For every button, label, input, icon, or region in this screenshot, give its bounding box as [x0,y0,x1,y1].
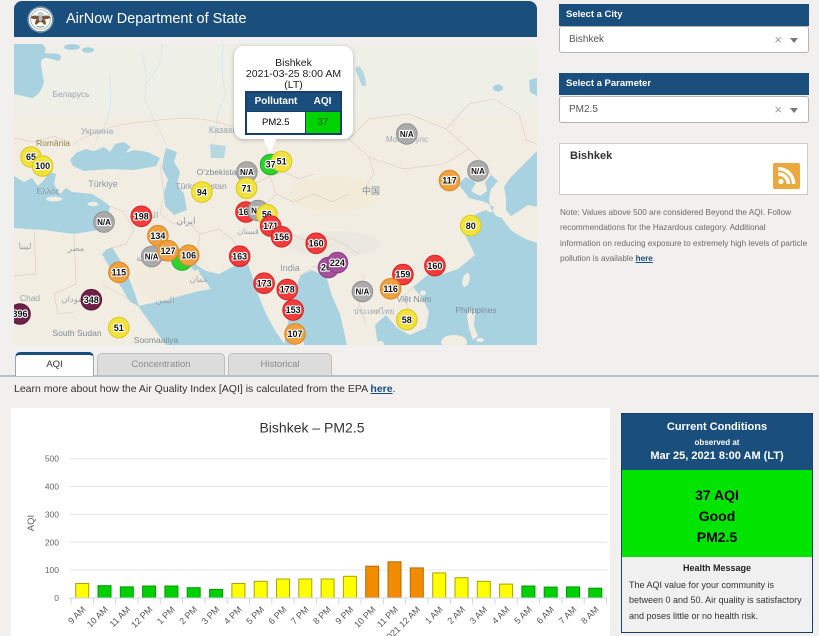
svg-text:N/A: N/A [356,288,370,297]
svg-text:Bishkek – PM2.5: Bishkek – PM2.5 [259,420,364,436]
svg-text:159: 159 [395,270,410,280]
svg-text:Philippines: Philippines [455,305,496,315]
svg-text:51: 51 [277,157,287,167]
svg-text:قستان: قستان [237,227,259,236]
svg-text:12 PM: 12 PM [129,604,154,629]
svg-text:5 PM: 5 PM [244,604,266,626]
svg-text:4 PM: 4 PM [222,604,244,626]
svg-text:8 AM: 8 AM [579,604,601,626]
svg-text:3 PM: 3 PM [200,604,222,626]
svg-text:11 AM: 11 AM [108,604,133,629]
svg-text:4 AM: 4 AM [490,604,512,626]
svg-text:160: 160 [427,261,442,271]
svg-text:163: 163 [232,251,247,261]
svg-text:6 PM: 6 PM [266,604,288,626]
svg-text:N/A: N/A [97,218,111,227]
svg-text:Казахстан: Казахстан [209,125,251,135]
svg-text:Soomaaliya: Soomaaliya [134,335,179,345]
svg-text:3 AM: 3 AM [468,604,490,626]
svg-text:100: 100 [45,565,59,575]
svg-text:ليبيا: ليبيا [19,241,32,251]
svg-text:2 AM: 2 AM [445,604,467,626]
svg-text:N/A: N/A [240,168,254,177]
svg-text:160: 160 [309,239,324,249]
svg-text:中国: 中国 [362,185,380,196]
svg-text:106: 106 [181,250,196,260]
svg-text:115: 115 [112,268,127,278]
svg-text:173: 173 [257,278,272,288]
svg-text:100: 100 [35,161,50,171]
svg-text:ประเทศไทย: ประเทศไทย [354,307,395,316]
svg-text:37: 37 [266,160,276,170]
svg-text:România: România [36,138,70,148]
svg-text:51: 51 [114,323,124,333]
svg-text:348: 348 [84,295,99,305]
svg-text:1 AM: 1 AM [423,604,445,626]
svg-text:300: 300 [45,509,59,519]
svg-text:7 PM: 7 PM [289,604,311,626]
svg-text:224: 224 [330,258,345,268]
svg-text:0: 0 [54,593,59,603]
svg-text:107: 107 [287,329,302,339]
svg-text:153: 153 [286,305,301,315]
svg-text:اليمن: اليمن [156,295,175,306]
svg-text:10 AM: 10 AM [85,604,110,629]
svg-text:2 PM: 2 PM [177,604,199,626]
svg-text:156: 156 [274,232,289,242]
svg-text:عمان: عمان [190,274,209,284]
svg-text:N/A: N/A [471,167,485,176]
svg-text:مصر: مصر [67,243,85,254]
svg-text:O‘zbekistan: O‘zbekistan [197,167,242,177]
svg-text:Беларусь: Беларусь [52,89,90,99]
svg-text:6 AM: 6 AM [535,604,557,626]
svg-text:400: 400 [45,482,59,492]
svg-text:1 PM: 1 PM [155,604,177,626]
svg-text:Việt Nam: Việt Nam [397,294,432,304]
svg-text:Украина: Украина [81,126,114,136]
svg-text:80: 80 [466,221,476,231]
svg-text:Chad: Chad [20,293,41,303]
svg-text:Türkiye: Türkiye [88,179,118,189]
svg-text:500: 500 [45,454,59,464]
svg-text:134: 134 [150,231,165,241]
svg-text:396: 396 [14,309,28,319]
svg-text:السودان: السودان [61,294,90,305]
svg-text:India: India [280,263,300,273]
svg-text:N/A: N/A [400,130,414,139]
svg-text:Ελλάς: Ελλάς [36,186,59,196]
svg-text:178: 178 [280,285,295,295]
svg-text:South Sudan: South Sudan [52,328,101,338]
svg-text:198: 198 [134,212,149,222]
svg-text:5 AM: 5 AM [512,604,534,626]
svg-text:117: 117 [442,176,457,186]
svg-text:58: 58 [402,315,412,325]
svg-text:10 PM: 10 PM [352,604,377,629]
svg-text:116: 116 [383,284,398,294]
svg-text:N/A: N/A [145,253,159,262]
svg-text:8 PM: 8 PM [311,604,333,626]
svg-text:7 AM: 7 AM [557,604,579,626]
svg-text:127: 127 [160,246,175,256]
svg-text:200: 200 [45,537,59,547]
svg-text:94: 94 [197,187,207,197]
svg-text:AQI: AQI [26,515,37,531]
svg-text:71: 71 [241,183,251,193]
svg-text:ايران: ايران [176,216,195,227]
